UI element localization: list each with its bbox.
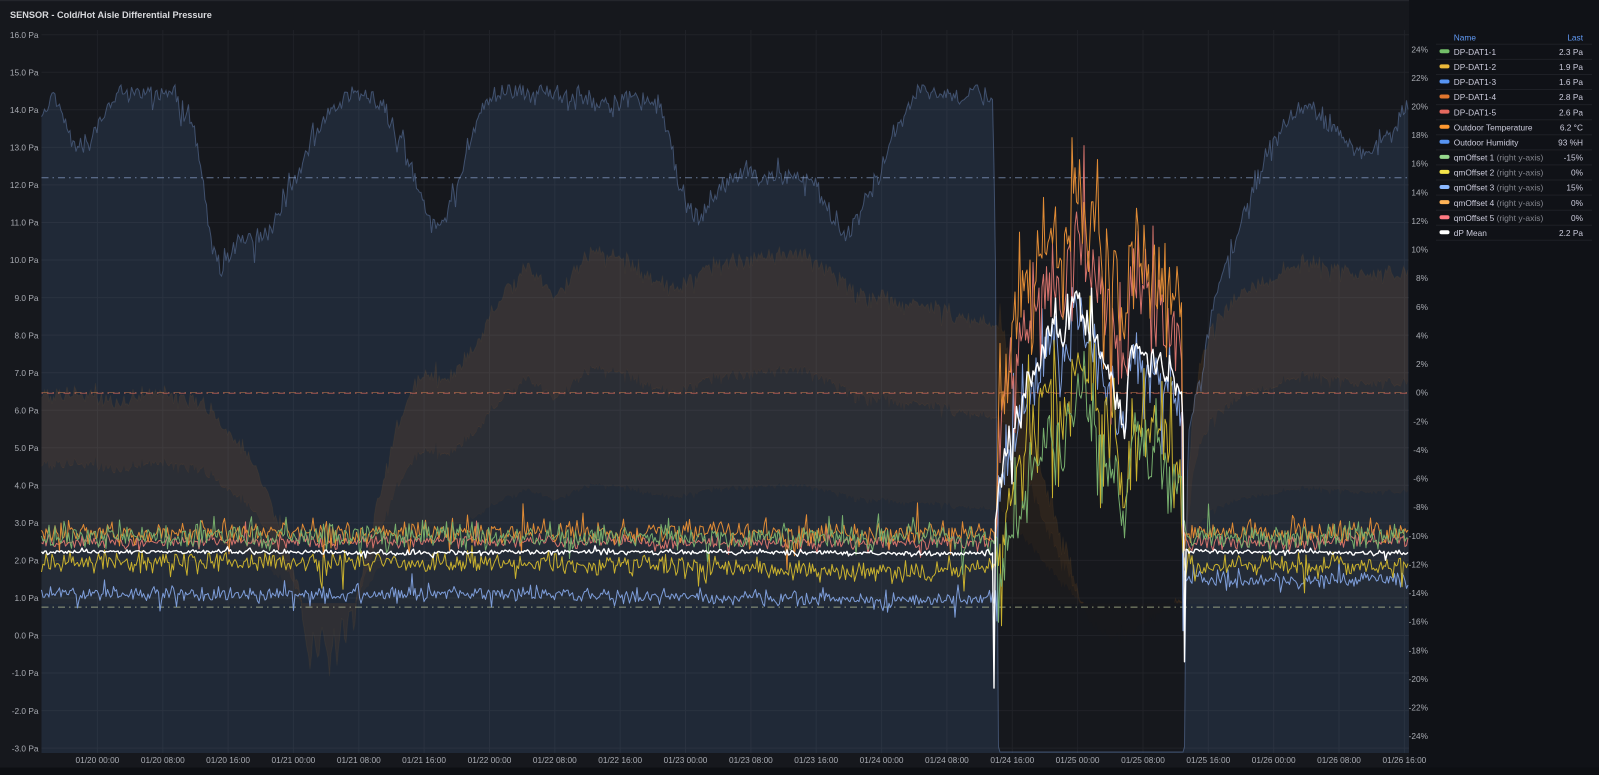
svg-text:Name: Name [1454,33,1477,43]
svg-text:-3.0 Pa: -3.0 Pa [12,743,39,753]
svg-text:6%: 6% [1416,302,1429,312]
svg-text:15.0 Pa: 15.0 Pa [10,68,39,78]
svg-text:2.0 Pa: 2.0 Pa [15,556,39,566]
svg-text:4.0 Pa: 4.0 Pa [15,481,39,491]
svg-text:DP-DAT1-2: DP-DAT1-2 [1454,62,1497,72]
svg-text:-12%: -12% [1409,559,1429,569]
svg-text:-16%: -16% [1409,617,1429,627]
svg-text:13.0 Pa: 13.0 Pa [10,143,39,153]
svg-text:01/22 00:00: 01/22 00:00 [468,755,512,765]
svg-text:0.0 Pa: 0.0 Pa [15,631,39,641]
svg-text:01/21 08:00: 01/21 08:00 [337,755,381,765]
svg-text:qmOffset 5 (right y-axis): qmOffset 5 (right y-axis) [1454,213,1544,223]
svg-text:qmOffset 3 (right y-axis): qmOffset 3 (right y-axis) [1454,183,1544,193]
svg-text:01/22 08:00: 01/22 08:00 [533,755,577,765]
svg-text:9.0 Pa: 9.0 Pa [15,293,39,303]
svg-text:20%: 20% [1411,102,1428,112]
svg-text:DP-DAT1-3: DP-DAT1-3 [1454,77,1497,87]
svg-text:11.0 Pa: 11.0 Pa [11,218,39,228]
svg-text:18%: 18% [1411,130,1428,140]
svg-text:01/26 16:00: 01/26 16:00 [1382,755,1426,765]
svg-text:01/25 16:00: 01/25 16:00 [1186,755,1230,765]
svg-text:01/26 00:00: 01/26 00:00 [1252,755,1296,765]
svg-text:01/20 08:00: 01/20 08:00 [141,755,185,765]
svg-text:01/25 00:00: 01/25 00:00 [1056,755,1100,765]
svg-text:01/23 16:00: 01/23 16:00 [794,755,838,765]
svg-text:93 %H: 93 %H [1558,138,1583,148]
svg-text:01/21 00:00: 01/21 00:00 [271,755,315,765]
svg-text:5.0 Pa: 5.0 Pa [15,443,39,453]
svg-text:0%: 0% [1571,213,1584,223]
svg-text:-15%: -15% [1564,153,1584,163]
svg-text:12%: 12% [1411,216,1428,226]
svg-text:3.0 Pa: 3.0 Pa [15,518,39,528]
svg-text:1.9 Pa: 1.9 Pa [1559,62,1583,72]
svg-text:-2.0 Pa: -2.0 Pa [12,706,39,716]
svg-text:0%: 0% [1571,198,1584,208]
svg-text:8%: 8% [1416,273,1429,283]
svg-text:01/24 16:00: 01/24 16:00 [990,755,1034,765]
svg-text:15%: 15% [1566,183,1583,193]
svg-text:6.2 °C: 6.2 °C [1560,122,1583,132]
svg-text:10.0 Pa: 10.0 Pa [10,255,39,265]
svg-text:SENSOR - Cold/Hot Aisle Differ: SENSOR - Cold/Hot Aisle Differential Pre… [10,10,212,20]
svg-text:16.0 Pa: 16.0 Pa [10,30,39,40]
svg-text:01/23 08:00: 01/23 08:00 [729,755,773,765]
svg-text:4%: 4% [1416,331,1429,341]
svg-text:01/25 08:00: 01/25 08:00 [1121,755,1165,765]
svg-text:-1.0 Pa: -1.0 Pa [12,668,39,678]
svg-text:10%: 10% [1411,245,1428,255]
svg-text:-18%: -18% [1409,645,1429,655]
svg-text:-2%: -2% [1413,416,1428,426]
svg-text:6.0 Pa: 6.0 Pa [15,405,39,415]
svg-text:16%: 16% [1411,159,1428,169]
svg-text:dP Mean: dP Mean [1454,228,1487,238]
svg-text:01/23 00:00: 01/23 00:00 [664,755,708,765]
svg-text:-10%: -10% [1409,531,1429,541]
svg-text:01/24 08:00: 01/24 08:00 [925,755,969,765]
svg-text:-20%: -20% [1409,674,1429,684]
svg-text:01/20 16:00: 01/20 16:00 [206,755,250,765]
svg-text:-6%: -6% [1413,474,1428,484]
svg-text:22%: 22% [1411,73,1428,83]
svg-text:1.6 Pa: 1.6 Pa [1559,77,1583,87]
svg-text:7.0 Pa: 7.0 Pa [15,368,39,378]
svg-text:DP-DAT1-4: DP-DAT1-4 [1454,92,1497,102]
svg-text:2.3 Pa: 2.3 Pa [1559,47,1583,57]
svg-text:01/26 08:00: 01/26 08:00 [1317,755,1361,765]
svg-text:qmOffset 1 (right y-axis): qmOffset 1 (right y-axis) [1454,153,1544,163]
svg-text:Outdoor Temperature: Outdoor Temperature [1454,122,1533,132]
svg-text:-22%: -22% [1409,703,1429,713]
svg-text:14%: 14% [1411,187,1428,197]
svg-text:0%: 0% [1571,168,1584,178]
svg-text:01/24 00:00: 01/24 00:00 [860,755,904,765]
svg-text:01/21 16:00: 01/21 16:00 [402,755,446,765]
svg-text:14.0 Pa: 14.0 Pa [10,105,39,115]
svg-text:DP-DAT1-5: DP-DAT1-5 [1454,107,1497,117]
svg-text:DP-DAT1-1: DP-DAT1-1 [1454,47,1497,57]
svg-text:01/20 00:00: 01/20 00:00 [75,755,119,765]
svg-text:8.0 Pa: 8.0 Pa [15,330,39,340]
svg-text:qmOffset 4 (right y-axis): qmOffset 4 (right y-axis) [1454,198,1544,208]
svg-text:24%: 24% [1411,44,1428,54]
svg-text:12.0 Pa: 12.0 Pa [10,180,39,190]
svg-text:-24%: -24% [1409,731,1429,741]
svg-text:1.0 Pa: 1.0 Pa [15,593,39,603]
svg-text:-8%: -8% [1413,502,1428,512]
svg-text:01/22 16:00: 01/22 16:00 [598,755,642,765]
svg-text:2.6 Pa: 2.6 Pa [1559,107,1583,117]
svg-text:2.2 Pa: 2.2 Pa [1559,228,1583,238]
svg-text:0%: 0% [1416,388,1429,398]
svg-text:qmOffset 2 (right y-axis): qmOffset 2 (right y-axis) [1454,168,1544,178]
svg-text:2.8 Pa: 2.8 Pa [1559,92,1583,102]
svg-text:2%: 2% [1416,359,1429,369]
svg-text:Outdoor Humidity: Outdoor Humidity [1454,138,1519,148]
svg-text:-4%: -4% [1413,445,1428,455]
svg-text:-14%: -14% [1409,588,1429,598]
svg-text:Last: Last [1567,33,1583,43]
